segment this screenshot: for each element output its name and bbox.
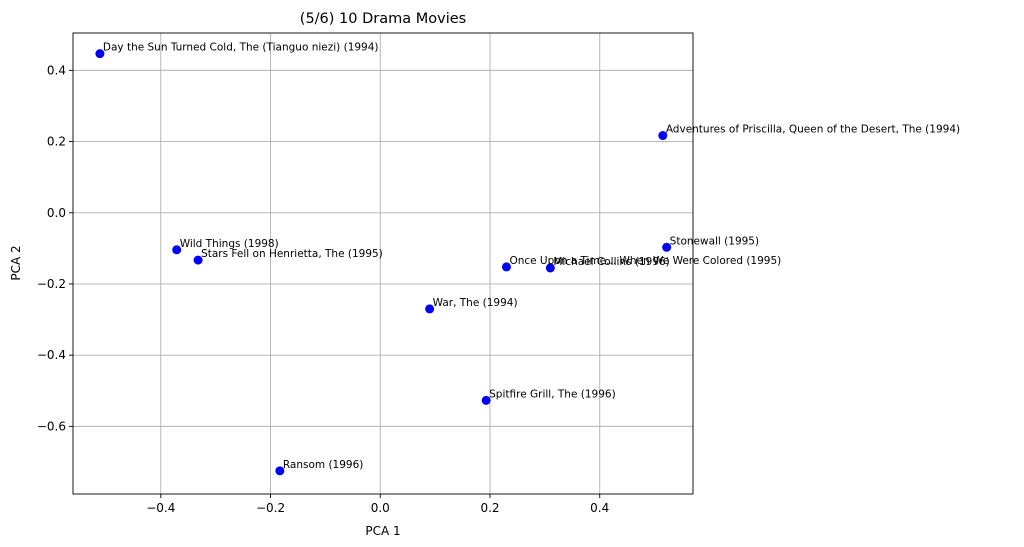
data-point-label: Spitfire Grill, The (1996): [489, 388, 616, 400]
data-point: [501, 262, 511, 272]
data-point: [658, 131, 668, 141]
chart-title: (5/6) 10 Drama Movies: [300, 11, 466, 27]
x-tick-label: −0.2: [256, 501, 285, 515]
axis-ticks: −0.4 −0.2 0.0 0.2 0.4 −0.6 −0.4 −0.2 0.0 0.2 0.4: [37, 63, 609, 515]
data-point: [481, 395, 491, 405]
y-tick-label: −0.4: [37, 348, 66, 362]
x-tick-label: 0.0: [371, 501, 390, 515]
y-axis-label: PCA 2: [9, 245, 23, 280]
data-point-label: Day the Sun Turned Cold, The (Tianguo ni…: [103, 42, 379, 54]
data-point-label: Ransom (1996): [283, 459, 364, 471]
x-tick-label: 0.4: [590, 501, 609, 515]
data-point-label: Adventures of Priscilla, Queen of the De…: [666, 124, 960, 136]
data-points: [95, 49, 672, 476]
x-tick-label: 0.2: [480, 501, 499, 515]
data-point-label: Wild Things (1998): [180, 238, 279, 250]
data-point: [172, 245, 182, 255]
data-point: [425, 304, 435, 314]
data-point: [95, 49, 105, 59]
data-point: [275, 466, 285, 476]
y-tick-label: 0.0: [47, 206, 66, 220]
data-point-label: War, The (1994): [433, 297, 518, 309]
data-point-label: Once Upon a Time... When We Were Colored…: [509, 255, 781, 267]
y-tick-label: −0.6: [37, 419, 66, 433]
y-tick-label: −0.2: [37, 277, 66, 291]
data-point-label: Michael Collins (1996): [553, 256, 669, 268]
y-tick-label: 0.4: [47, 63, 66, 77]
x-axis-label: PCA 1: [365, 524, 400, 538]
data-point: [545, 263, 555, 273]
plot-frame: [72, 32, 694, 495]
x-tick-label: −0.4: [146, 501, 175, 515]
data-point-label: Stonewall (1995): [670, 235, 759, 247]
y-tick-label: 0.2: [47, 135, 66, 149]
data-point-label: Stars Fell on Henrietta, The (1995): [201, 248, 383, 260]
data-point: [193, 255, 203, 265]
point-labels: Day the Sun Turned Cold, The (Tianguo ni…: [103, 42, 960, 471]
data-point: [662, 242, 672, 252]
grid-lines: [73, 33, 693, 494]
